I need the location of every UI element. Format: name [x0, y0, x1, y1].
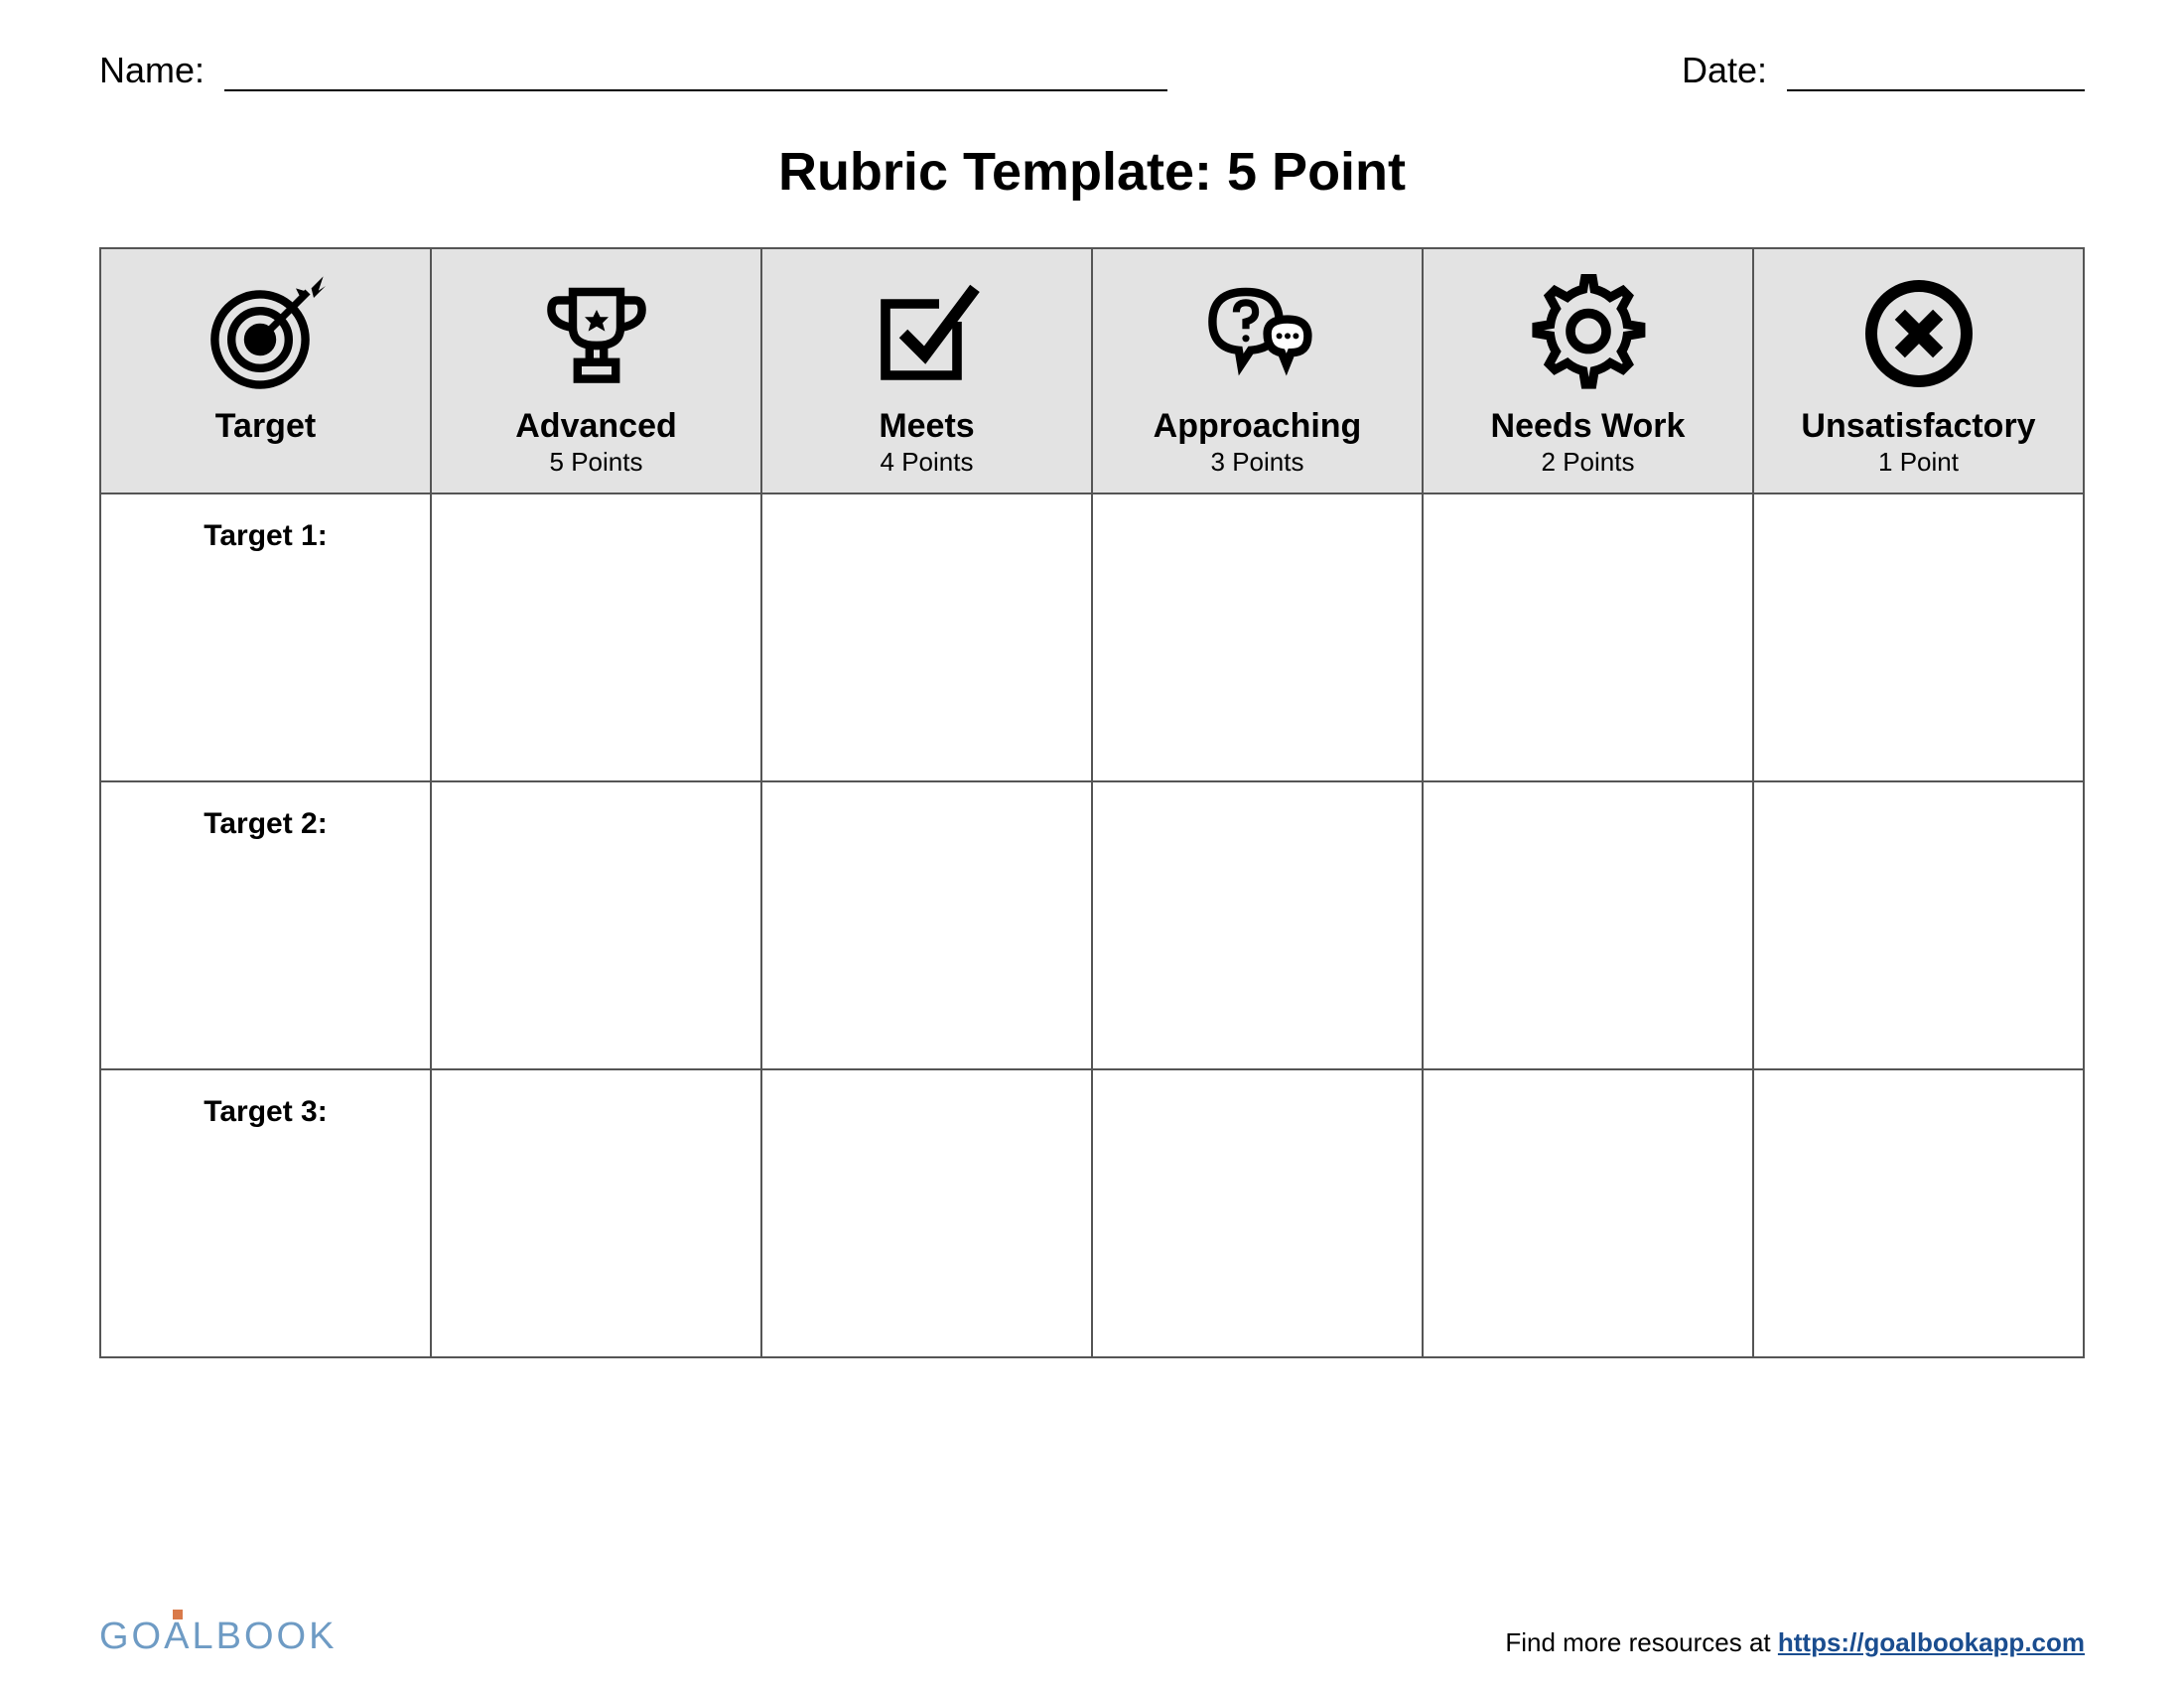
- col-label: Needs Work: [1433, 408, 1742, 445]
- col-label: Target: [111, 408, 420, 445]
- page-title: Rubric Template: 5 Point: [99, 141, 2085, 203]
- col-header-needswork: Needs Work 2 Points: [1423, 248, 1753, 493]
- checkbox-icon: [772, 269, 1081, 398]
- col-header-advanced: Advanced 5 Points: [431, 248, 761, 493]
- col-header-approaching: Approaching 3 Points: [1092, 248, 1423, 493]
- gear-icon: [1433, 269, 1742, 398]
- rubric-cell[interactable]: [1092, 781, 1423, 1069]
- rubric-cell[interactable]: [1423, 493, 1753, 781]
- row-label: Target 2:: [121, 807, 410, 841]
- row-label-cell: Target 3:: [100, 1069, 431, 1357]
- col-label: Approaching: [1103, 408, 1412, 445]
- col-label: Advanced: [442, 408, 751, 445]
- col-points: 5 Points: [442, 447, 751, 478]
- rubric-cell[interactable]: [431, 781, 761, 1069]
- date-field-group: Date:: [1682, 50, 2085, 91]
- col-header-unsatisfactory: Unsatisfactory 1 Point: [1753, 248, 2084, 493]
- rubric-row: Target 3:: [100, 1069, 2084, 1357]
- rubric-cell[interactable]: [431, 1069, 761, 1357]
- footer: GOALBOOK Find more resources at https://…: [99, 1616, 2085, 1658]
- col-points: 3 Points: [1103, 447, 1412, 478]
- rubric-cell[interactable]: [761, 493, 1092, 781]
- rubric-cell[interactable]: [1423, 781, 1753, 1069]
- rubric-cell[interactable]: [761, 781, 1092, 1069]
- rubric-cell[interactable]: [761, 1069, 1092, 1357]
- col-header-meets: Meets 4 Points: [761, 248, 1092, 493]
- rubric-row: Target 2:: [100, 781, 2084, 1069]
- rubric-cell[interactable]: [1423, 1069, 1753, 1357]
- rubric-cell[interactable]: [1753, 493, 2084, 781]
- trophy-icon: [442, 269, 751, 398]
- target-icon: [111, 269, 420, 398]
- col-label: Unsatisfactory: [1764, 408, 2073, 445]
- row-label-cell: Target 2:: [100, 781, 431, 1069]
- rubric-row: Target 1:: [100, 493, 2084, 781]
- goalbook-logo: GOALBOOK: [99, 1616, 337, 1658]
- row-label: Target 1:: [121, 519, 410, 553]
- col-points: 2 Points: [1433, 447, 1742, 478]
- row-label-cell: Target 1:: [100, 493, 431, 781]
- footer-link[interactable]: https://goalbookapp.com: [1778, 1627, 2085, 1657]
- name-field-group: Name:: [99, 50, 1167, 91]
- date-label: Date:: [1682, 50, 1767, 91]
- name-label: Name:: [99, 50, 205, 91]
- col-points: 4 Points: [772, 447, 1081, 478]
- rubric-cell[interactable]: [1092, 493, 1423, 781]
- header-row: Name: Date:: [99, 50, 2085, 91]
- col-points: 1 Point: [1764, 447, 2073, 478]
- row-label: Target 3:: [121, 1095, 410, 1129]
- rubric-table: Target Advanced: [99, 247, 2085, 1358]
- question-bubbles-icon: [1103, 269, 1412, 398]
- rubric-cell[interactable]: [431, 493, 761, 781]
- rubric-cell[interactable]: [1753, 781, 2084, 1069]
- name-input-line[interactable]: [224, 56, 1167, 91]
- footer-text: Find more resources at https://goalbooka…: [1505, 1627, 2085, 1658]
- rubric-cell[interactable]: [1092, 1069, 1423, 1357]
- rubric-cell[interactable]: [1753, 1069, 2084, 1357]
- col-header-target: Target: [100, 248, 431, 493]
- col-label: Meets: [772, 408, 1081, 445]
- x-circle-icon: [1764, 269, 2073, 398]
- rubric-header-row: Target Advanced: [100, 248, 2084, 493]
- footer-prefix: Find more resources at: [1505, 1627, 1778, 1657]
- date-input-line[interactable]: [1787, 56, 2085, 91]
- page: Name: Date: Rubric Template: 5 Point: [0, 0, 2184, 1688]
